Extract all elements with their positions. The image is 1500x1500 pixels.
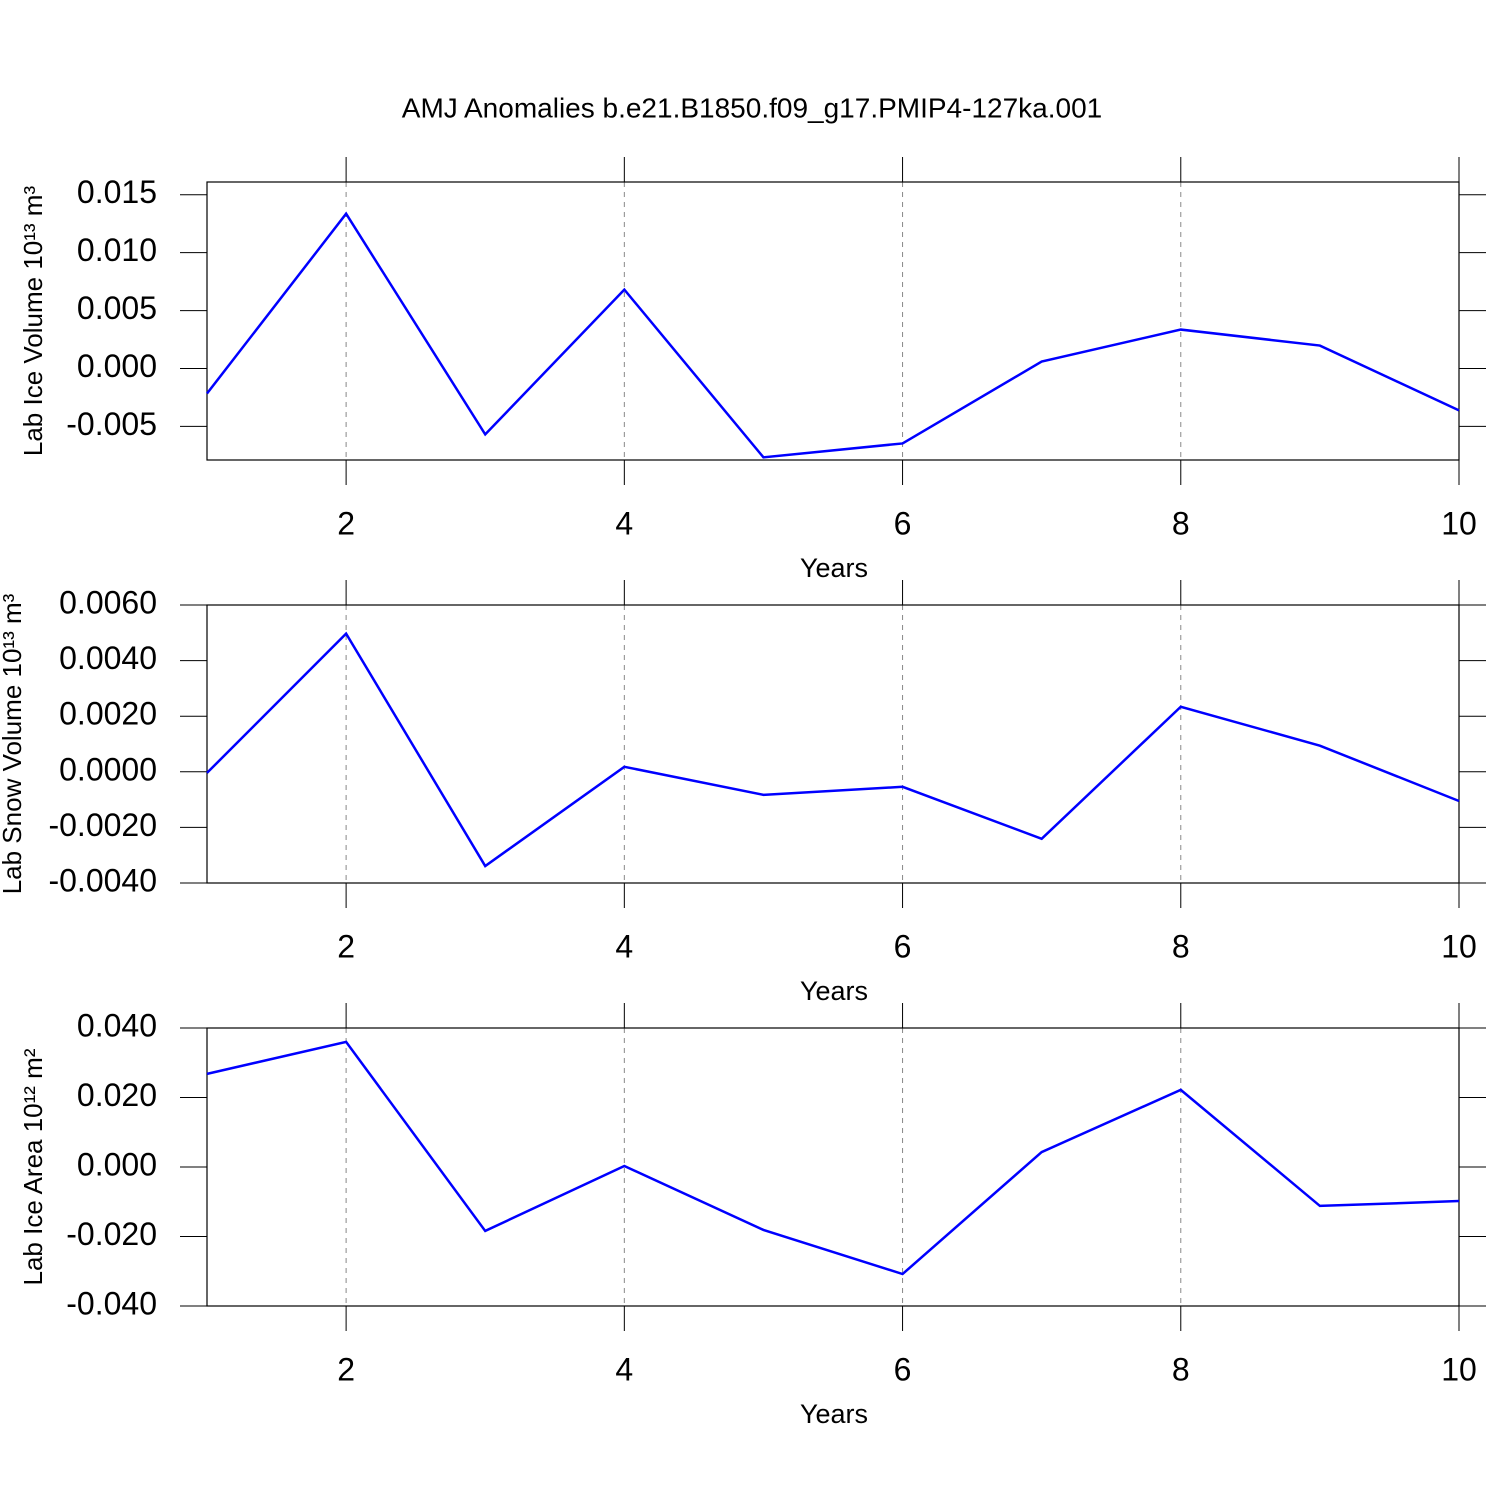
plot-frame [206,1027,1460,1307]
y-tick-label: 0.005 [77,290,157,326]
y-tick-label: 0.040 [77,1007,157,1043]
x-tick-label: 8 [1172,505,1190,541]
y-axis-label: Lab Ice Volume 10¹³ m³ [18,186,48,457]
x-axis-label: Years [800,1399,868,1429]
x-tick-label: 4 [615,505,633,541]
y-tick-label: 0.0000 [59,751,157,787]
y-tick-label: -0.005 [66,406,157,442]
x-tick-label: 8 [1172,1351,1190,1387]
plot-frame [206,604,1460,884]
y-tick-label: 0.000 [77,1146,157,1182]
x-tick-label: 10 [1441,1351,1477,1387]
y-tick-label: 0.0060 [59,584,157,620]
data-line [206,1040,1460,1276]
x-tick-label: 8 [1172,928,1190,964]
x-tick-label: 2 [337,928,355,964]
data-line [206,211,1460,459]
y-axis-label: Lab Snow Volume 10¹³ m³ [0,593,27,894]
data-line [206,631,1460,868]
x-tick-label: 4 [615,1351,633,1387]
y-tick-label: -0.0020 [48,807,157,843]
y-tick-label: 0.0020 [59,696,157,732]
x-axis-label: Years [800,553,868,583]
y-tick-label: 0.015 [77,174,157,210]
y-tick-label: -0.0040 [48,862,157,898]
x-axis-label: Years [800,976,868,1006]
x-tick-label: 10 [1441,928,1477,964]
x-tick-label: 4 [615,928,633,964]
y-tick-label: -0.040 [66,1285,157,1321]
y-tick-label: 0.000 [77,348,157,384]
y-tick-label: 0.010 [77,232,157,268]
y-axis-label: Lab Ice Area 10¹² m² [18,1048,48,1285]
x-tick-label: 10 [1441,505,1477,541]
y-tick-label: -0.020 [66,1216,157,1252]
x-tick-label: 2 [337,1351,355,1387]
x-tick-label: 6 [894,928,912,964]
plot-frame [206,181,1460,461]
x-tick-label: 2 [337,505,355,541]
y-tick-label: 0.0040 [59,640,157,676]
x-tick-label: 6 [894,505,912,541]
chart-title: AMJ Anomalies b.e21.B1850.f09_g17.PMIP4-… [402,92,1102,123]
x-tick-label: 6 [894,1351,912,1387]
y-tick-label: 0.020 [77,1077,157,1113]
